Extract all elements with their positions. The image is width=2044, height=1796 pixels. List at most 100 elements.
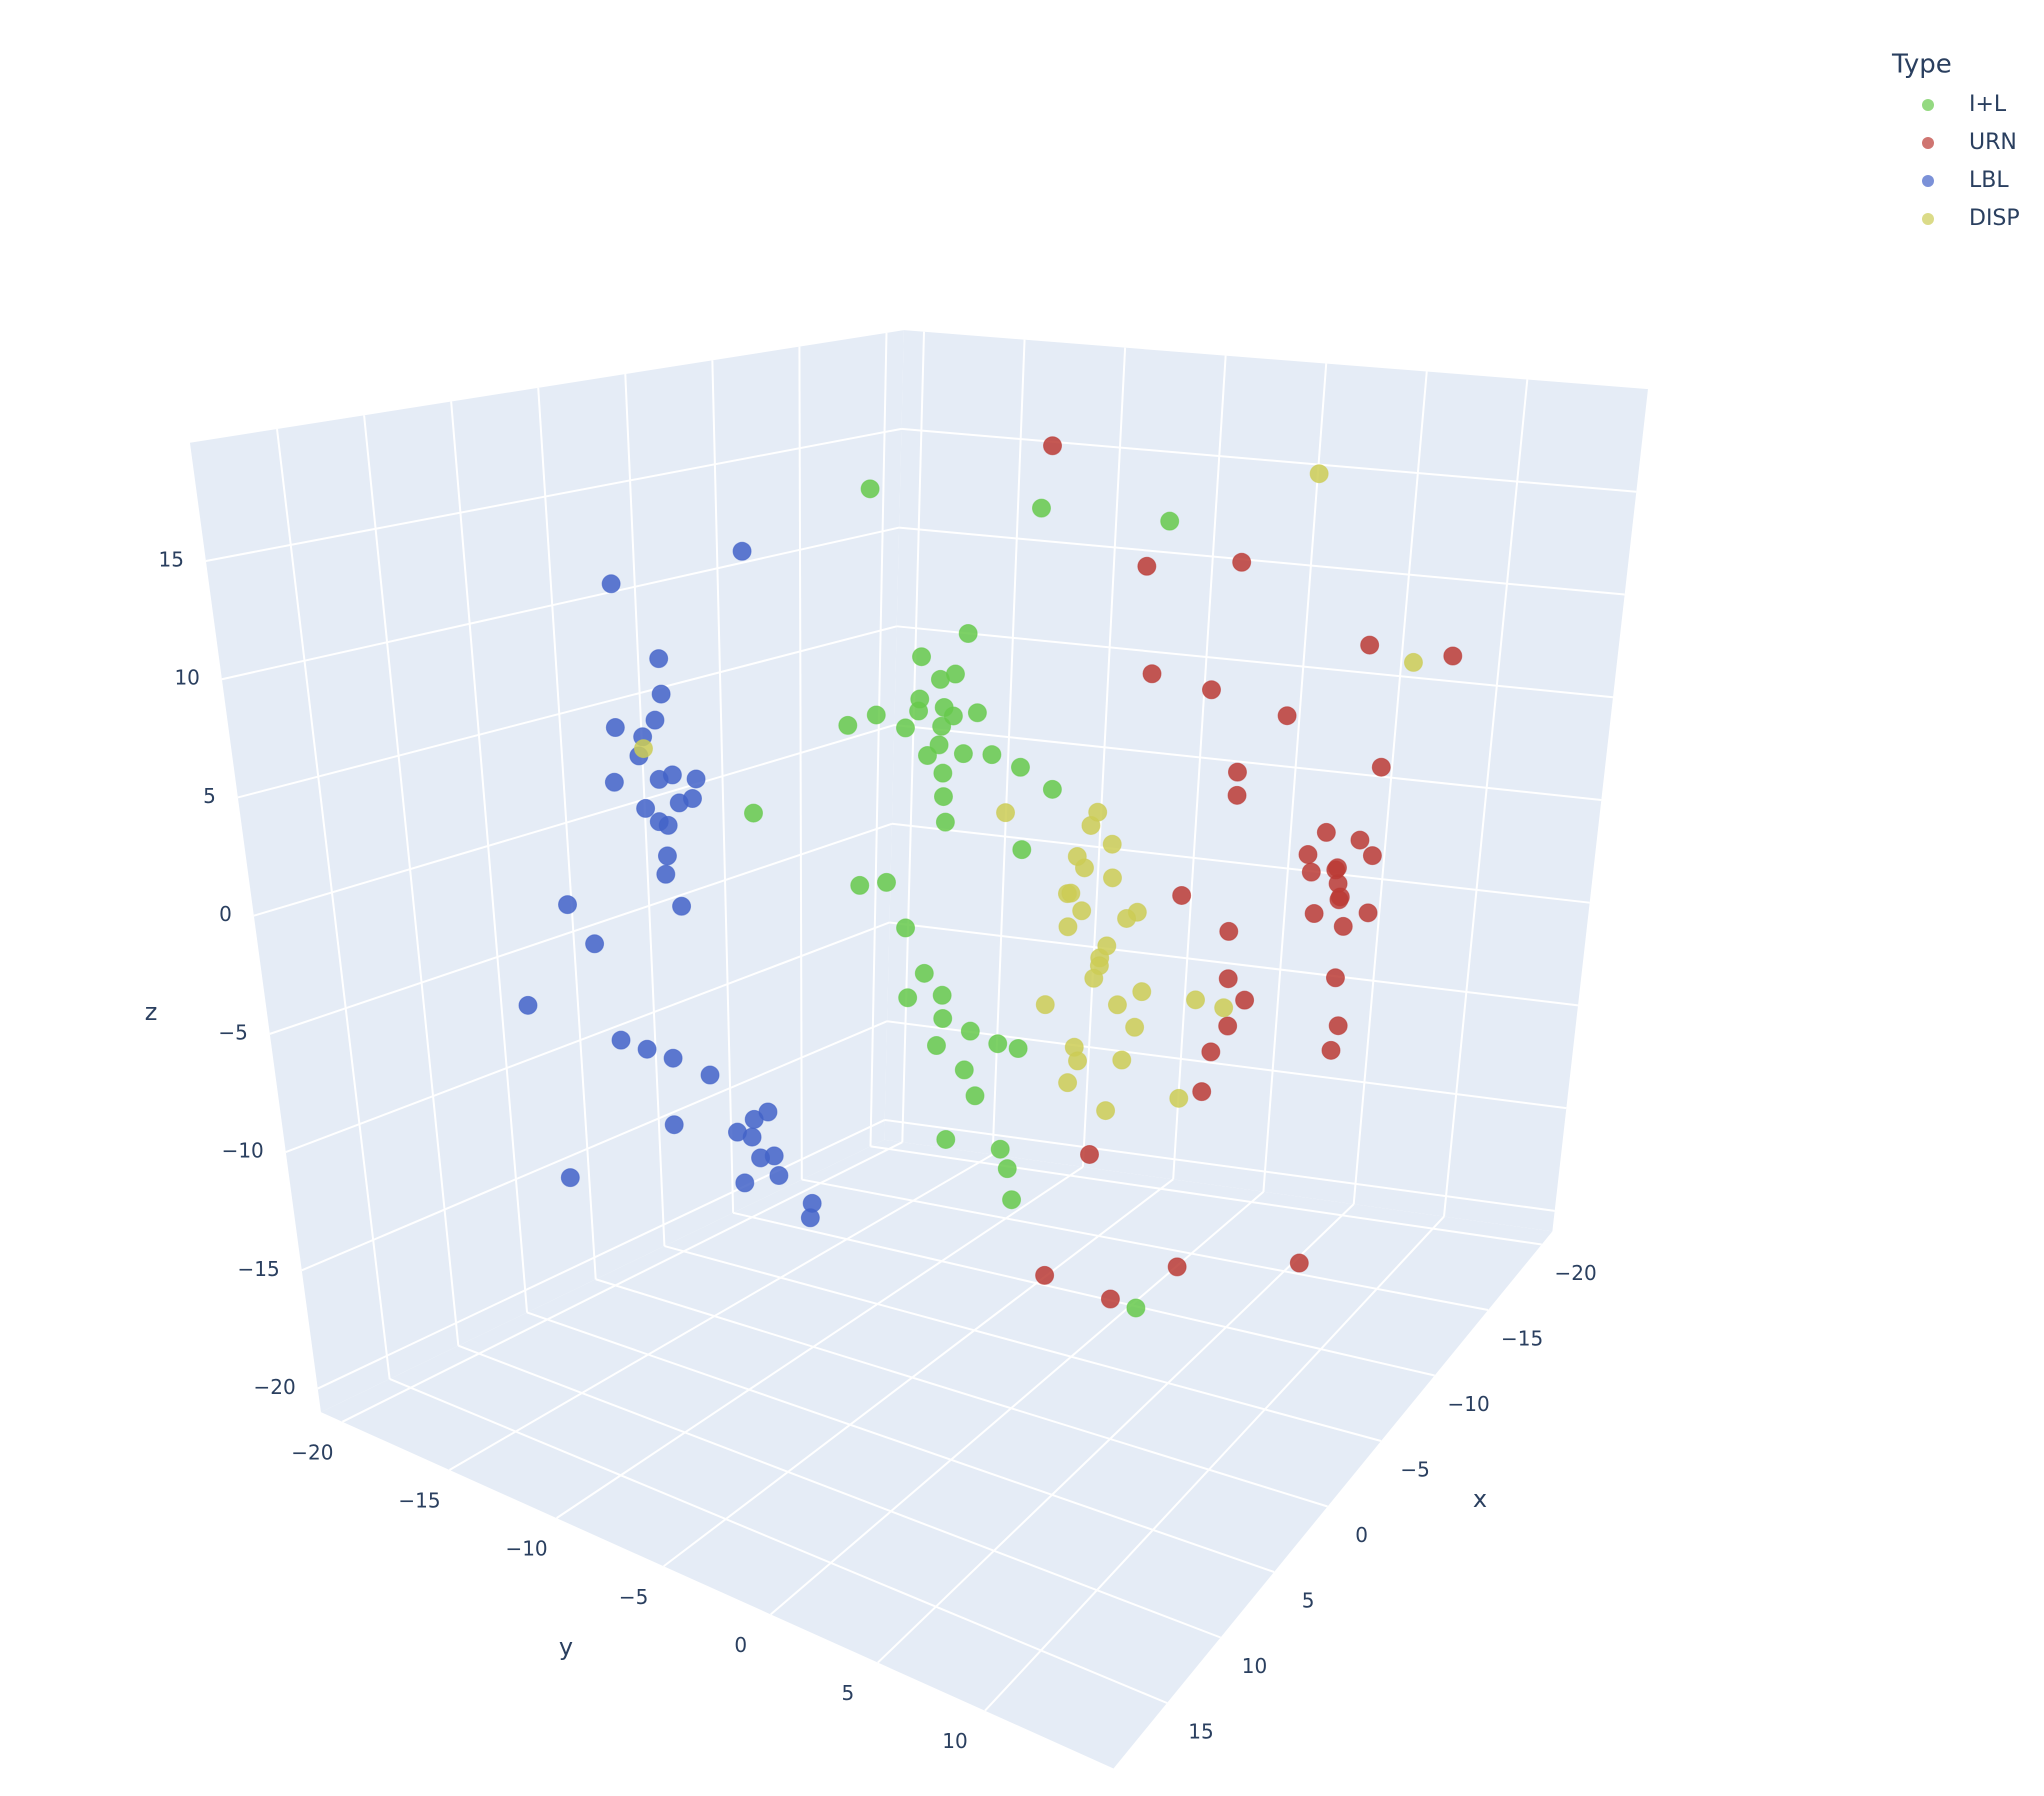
data-point — [1142, 664, 1162, 684]
x-tick-label: 10 — [1242, 1654, 1267, 1678]
scene-points — [518, 436, 1463, 1318]
data-point — [1360, 635, 1380, 655]
grid-line — [732, 1211, 1435, 1377]
legend-item[interactable]: LBL — [1922, 168, 2009, 193]
data-point — [1125, 1017, 1145, 1037]
legend-item[interactable]: DISP — [1922, 206, 2020, 231]
data-point — [727, 1122, 747, 1142]
data-point — [658, 815, 678, 835]
data-point — [1132, 982, 1152, 1002]
data-point — [933, 787, 953, 807]
x-axis-title: x — [1473, 1485, 1487, 1513]
data-point — [958, 623, 978, 643]
x-tick-label: 5 — [1302, 1589, 1315, 1613]
data-point — [605, 718, 625, 738]
data-point — [1102, 868, 1122, 888]
data-point — [1403, 652, 1423, 672]
data-point — [1325, 968, 1345, 988]
data-point — [1072, 901, 1092, 921]
data-point — [1235, 990, 1255, 1010]
data-point — [1008, 1039, 1028, 1059]
data-point — [1137, 556, 1157, 576]
scene-walls — [189, 330, 1648, 1769]
data-point — [1096, 1101, 1116, 1121]
data-point — [636, 798, 656, 818]
y-tick-label: 0 — [734, 1633, 747, 1657]
data-point — [1232, 552, 1252, 572]
grid-line — [1081, 347, 1127, 1168]
scene-wall — [189, 330, 904, 1413]
data-point — [633, 739, 653, 759]
data-point — [896, 918, 916, 938]
data-point — [649, 649, 669, 669]
legend-label: I+L — [1969, 92, 2007, 117]
data-point — [645, 710, 665, 730]
data-point — [657, 846, 677, 866]
data-point — [1321, 1040, 1341, 1060]
data-point — [1304, 904, 1324, 924]
grid-line — [285, 921, 890, 1154]
data-point — [990, 1139, 1010, 1159]
data-point — [965, 1086, 985, 1106]
y-axis-title: y — [559, 1633, 573, 1661]
data-point — [909, 701, 929, 721]
data-point — [866, 705, 886, 725]
data-point — [1172, 885, 1192, 905]
data-point — [558, 895, 578, 915]
grid-line — [537, 387, 597, 1280]
grid-line — [801, 1178, 1489, 1311]
grid-line — [798, 346, 803, 1180]
grid-line — [901, 331, 926, 1143]
grid-line — [870, 1145, 1542, 1246]
data-point — [1169, 1088, 1189, 1108]
z-tick-label: 15 — [158, 547, 183, 571]
data-point — [656, 864, 676, 884]
data-point — [732, 541, 752, 561]
z-tick-label: −15 — [238, 1257, 280, 1281]
legend-marker — [1922, 137, 1934, 149]
data-point — [1218, 969, 1238, 989]
grid-line — [889, 921, 1579, 1007]
grid-line — [663, 1178, 1174, 1568]
data-point — [935, 812, 955, 832]
data-point — [560, 1168, 580, 1188]
scene-grid — [205, 331, 1637, 1712]
grid-line — [363, 415, 460, 1346]
x-tick-label: 15 — [1188, 1720, 1213, 1744]
data-point — [1219, 921, 1239, 941]
x-tick-label: −5 — [1400, 1458, 1429, 1482]
legend: Type I+L URN LBL DISP — [1891, 50, 2020, 232]
legend-label: URN — [1969, 130, 2017, 155]
y-tick-label: 10 — [942, 1729, 967, 1753]
data-point — [988, 1034, 1008, 1054]
data-point — [877, 872, 897, 892]
data-point — [1012, 840, 1032, 860]
data-point — [1167, 1257, 1187, 1277]
grid-line — [205, 427, 902, 562]
legend-marker — [1922, 175, 1934, 187]
z-tick-label: 10 — [174, 666, 199, 690]
legend-marker — [1922, 99, 1934, 111]
grid-line — [711, 360, 735, 1213]
data-point — [1362, 846, 1382, 866]
grid-line — [253, 724, 895, 917]
legend-item[interactable]: URN — [1922, 130, 2017, 155]
data-point — [1058, 1073, 1078, 1093]
legend-item[interactable]: I+L — [1922, 92, 2007, 117]
data-point — [1350, 830, 1370, 850]
data-point — [744, 803, 764, 823]
data-point — [664, 1115, 684, 1135]
data-point — [945, 664, 965, 684]
data-point — [926, 1036, 946, 1056]
scene-labels: x y z −20 −15 −10 −5 0 5 10 15 −20 −15 −10 −5 0 5 10 −2… — [145, 547, 1597, 1753]
data-point — [1088, 802, 1108, 822]
data-point — [1316, 822, 1336, 842]
data-point — [604, 772, 624, 792]
data-point — [932, 985, 952, 1005]
legend-title: Type — [1891, 50, 1952, 80]
data-point — [1126, 1298, 1146, 1318]
y-tick-label: 5 — [842, 1681, 855, 1705]
data-point — [1333, 916, 1353, 936]
grid-line — [1352, 371, 1428, 1205]
